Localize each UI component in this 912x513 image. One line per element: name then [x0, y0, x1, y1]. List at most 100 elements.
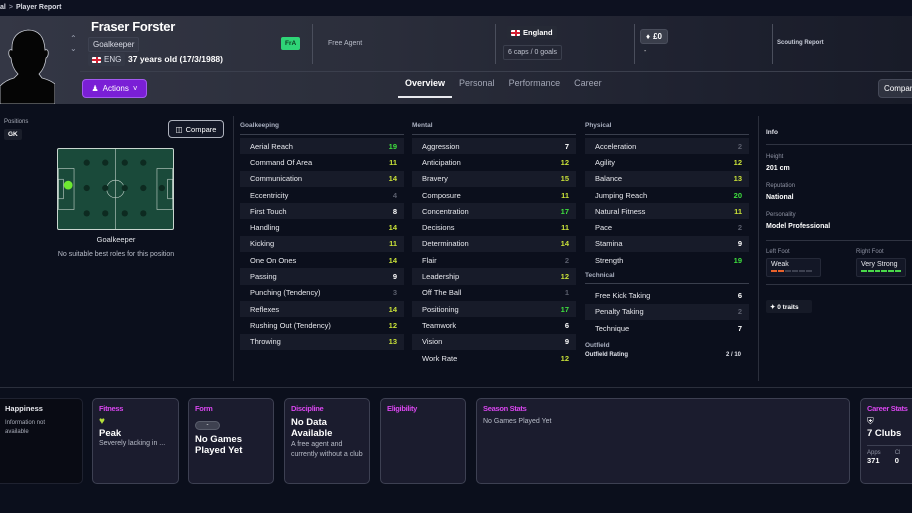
tab-overview[interactable]: Overview: [398, 74, 453, 98]
attribute-row: Handling 14: [240, 219, 404, 235]
compare-button[interactable]: ◫ Compare: [168, 120, 224, 138]
eligibility-card[interactable]: Eligibility: [380, 398, 466, 484]
reputation-label: Reputation: [766, 183, 796, 189]
attribute-value: 14: [388, 174, 397, 184]
chevron-down-icon: ˅: [132, 84, 138, 93]
attribute-value: 2: [737, 141, 742, 151]
national-team-pill[interactable]: England: [507, 26, 557, 39]
attribute-row: Punching (Tendency) 3: [240, 285, 404, 301]
attribute-value: 14: [560, 239, 569, 249]
nationality-pill: ENG: [88, 53, 126, 66]
attribute-row: Teamwork 6: [412, 317, 576, 333]
left-foot-box: Weak: [766, 258, 821, 277]
divider: [0, 387, 912, 388]
attribute-name: One On Ones: [250, 255, 297, 265]
attribute-value: 9: [392, 272, 397, 282]
player-value: ♦ £0: [640, 29, 668, 44]
outfield-title: Outfield: [585, 342, 610, 350]
attribute-name: Flair: [422, 255, 437, 265]
traits-button[interactable]: ✦ 0 traits: [766, 300, 812, 313]
attribute-row: Rushing Out (Tendency) 12: [240, 317, 404, 333]
attribute-value: 2: [737, 223, 742, 233]
actions-button[interactable]: ♟ Actions ˅: [82, 79, 147, 98]
happiness-title: Happiness: [5, 404, 43, 413]
attribute-value: 11: [734, 206, 742, 216]
season-stats-text: No Games Played Yet: [483, 418, 552, 425]
attribute-row: Aerial Reach 19: [240, 138, 404, 155]
attribute-name: Anticipation: [422, 157, 461, 167]
attribute-name: Punching (Tendency): [250, 288, 321, 298]
scouting-report-label[interactable]: Scouting Report: [777, 40, 824, 46]
breadcrumb-current: Player Report: [15, 4, 62, 11]
plus-icon: ✦: [770, 304, 776, 311]
form-pill: -: [195, 421, 220, 430]
attribute-name: Eccentricity: [250, 190, 289, 200]
career-stats-card[interactable]: Career Stats ⛨ 7 Clubs Apps 371 Cl 0: [860, 398, 912, 484]
tab-career[interactable]: Career: [574, 78, 602, 88]
attribute-name: Aggression: [422, 141, 460, 151]
season-stats-card[interactable]: Season Stats No Games Played Yet: [476, 398, 850, 484]
right-foot-bars: [861, 270, 901, 272]
eligibility-title: Eligibility: [387, 404, 418, 413]
attribute-row: Communication 14: [240, 170, 404, 187]
attribute-name: Concentration: [422, 206, 469, 216]
clean-sheets-value: 0: [894, 456, 899, 465]
physical-list: Acceleration 2 Agility 12 Balance 13 Jumpin…: [585, 138, 749, 268]
compare-header-button[interactable]: Compar: [878, 79, 912, 98]
attribute-value: 12: [388, 320, 397, 330]
tab-personal[interactable]: Personal: [459, 78, 495, 88]
breadcrumb-separator: >: [8, 4, 13, 11]
compare-icon: ◫: [175, 124, 183, 134]
player-header: ⌃ ⌄ Fraser Forster Goalkeeper ENG 37 yea…: [0, 16, 912, 104]
height-label: Height: [766, 154, 784, 160]
discipline-card[interactable]: Discipline No Data Available A free agen…: [284, 398, 370, 484]
right-foot-box: Very Strong: [856, 258, 906, 277]
attribute-name: Natural Fitness: [595, 206, 646, 216]
reputation-value: National: [766, 194, 794, 201]
attribute-row: Aggression 7: [412, 138, 576, 155]
technical-list: Free Kick Taking 6 Penalty Taking 2 Techni…: [585, 287, 749, 336]
attribute-value: 14: [388, 255, 397, 265]
attribute-name: Balance: [595, 174, 623, 184]
attribute-value: 11: [561, 190, 569, 200]
position-pill: GK: [4, 129, 22, 140]
form-card[interactable]: Form - No Games Played Yet: [188, 398, 274, 484]
attribute-value: 8: [392, 206, 397, 216]
player-nav-arrows[interactable]: ⌃ ⌄: [70, 34, 77, 54]
mental-list: Aggression 7 Anticipation 12 Bravery 15 Com…: [412, 138, 576, 366]
physical-title: Physical: [585, 122, 749, 135]
pitch-sub: No suitable best roles for this position: [57, 251, 175, 258]
career-clubs: 7 Clubs: [867, 428, 902, 439]
season-stats-title: Season Stats: [483, 404, 527, 413]
attribute-name: First Touch: [250, 206, 287, 216]
attribute-name: Stamina: [595, 239, 623, 249]
chevron-up-icon[interactable]: ⌃: [70, 34, 77, 43]
divider: [772, 24, 773, 64]
attribute-value: 15: [560, 174, 569, 184]
attribute-value: 20: [733, 190, 742, 200]
attribute-value: 13: [733, 174, 742, 184]
fitness-title: Fitness: [99, 404, 124, 413]
fitness-card[interactable]: Fitness ♥ Peak Severely lacking in ...: [92, 398, 179, 484]
attribute-name: Work Rate: [422, 353, 458, 363]
attribute-value: 17: [560, 304, 569, 314]
attribute-row: Natural Fitness 11: [585, 203, 749, 220]
attribute-name: Positioning: [422, 304, 459, 314]
attribute-value: 7: [564, 141, 569, 151]
attribute-name: Reflexes: [250, 304, 280, 314]
breadcrumb-parent[interactable]: al: [0, 4, 6, 11]
tab-performance[interactable]: Performance: [508, 78, 561, 88]
goalkeeping-list: Aerial Reach 19 Command Of Area 11 Communi…: [240, 138, 404, 350]
person-icon: ♟: [91, 84, 99, 93]
national-team: England: [523, 28, 553, 37]
attribute-name: Composure: [422, 190, 461, 200]
attribute-value: 2: [564, 255, 569, 265]
happiness-card: Happiness Information not available: [0, 398, 83, 484]
player-silhouette-icon: [0, 29, 55, 104]
attribute-name: Agility: [595, 157, 616, 167]
goalkeeping-attributes: Goalkeeping Aerial Reach 19 Command Of Ar…: [240, 122, 404, 350]
goalkeeping-title: Goalkeeping: [240, 122, 404, 135]
mental-attributes: Mental Aggression 7 Anticipation 12 Braver…: [412, 122, 576, 366]
left-foot-value: Weak: [771, 261, 789, 268]
chevron-down-icon[interactable]: ⌄: [70, 44, 77, 53]
